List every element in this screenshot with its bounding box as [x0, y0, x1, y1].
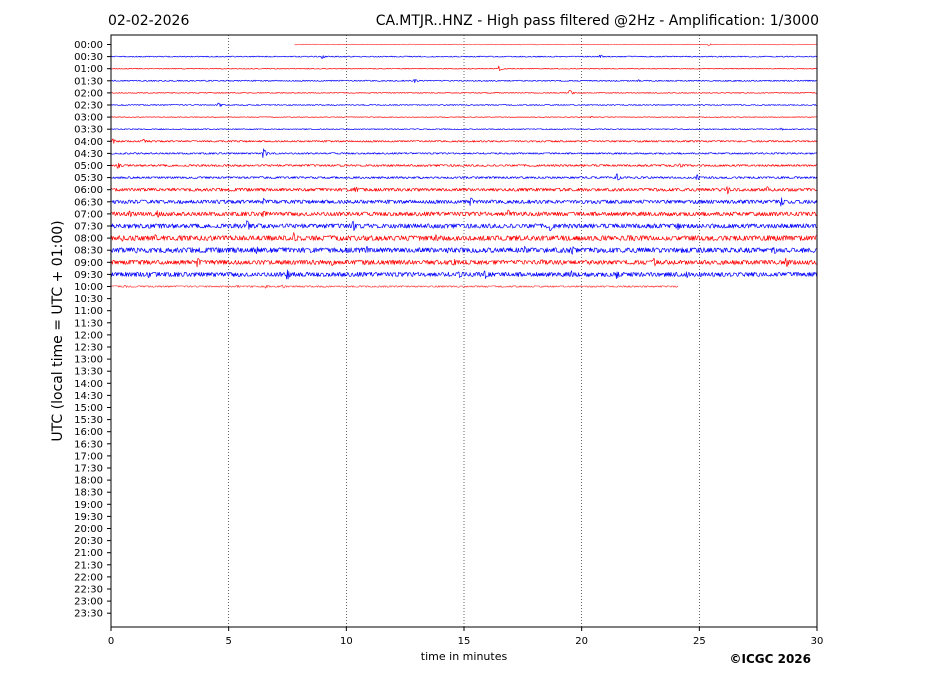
x-tick-label: 20 [575, 636, 588, 647]
y-tick-label: 03:30 [74, 125, 103, 136]
y-tick-label: 02:00 [74, 88, 103, 99]
y-tick-label: 23:30 [74, 609, 103, 620]
y-tick-label: 08:30 [74, 246, 103, 257]
y-tick-label: 20:00 [74, 524, 103, 535]
trace-0800 [110, 232, 817, 242]
trace-0200 [110, 90, 817, 95]
trace-0300 [110, 116, 817, 119]
trace-0930 [110, 269, 817, 280]
y-tick-label: 12:30 [74, 343, 103, 354]
trace-0030 [110, 54, 817, 59]
trace-0330 [110, 127, 817, 131]
y-tick-label: 21:30 [74, 560, 103, 571]
y-tick-label: 16:30 [74, 439, 103, 450]
y-tick-label: 06:00 [74, 185, 103, 196]
y-tick-label: 07:30 [74, 222, 103, 233]
y-tick-label: 09:30 [74, 270, 103, 281]
y-tick-label: 19:30 [74, 512, 103, 523]
y-tick-label: 13:00 [74, 355, 103, 366]
y-tick-label: 15:30 [74, 415, 103, 426]
y-tick-label: 18:00 [74, 476, 103, 487]
y-tick-label: 20:30 [74, 536, 103, 547]
trace-0830 [110, 245, 817, 255]
trace-0000 [294, 43, 817, 47]
trace-0100 [110, 65, 817, 71]
y-tick-label: 21:00 [74, 548, 103, 559]
y-tick-label: 11:30 [74, 318, 103, 329]
x-axis-label: time in minutes [421, 650, 508, 663]
chart-date: 02-02-2026 [108, 13, 189, 29]
y-tick-label: 22:30 [74, 585, 103, 596]
x-tick-label: 15 [458, 636, 471, 647]
y-tick-label: 14:00 [74, 379, 103, 390]
y-tick-label: 03:00 [74, 113, 103, 124]
trace-0630 [110, 197, 817, 207]
y-tick-label: 05:00 [74, 161, 103, 172]
y-tick-label: 15:00 [74, 403, 103, 414]
y-tick-label: 17:30 [74, 464, 103, 475]
y-tick-label: 23:00 [74, 597, 103, 608]
x-tick-label: 0 [108, 636, 114, 647]
y-tick-label: 11:00 [74, 306, 103, 317]
chart-title: CA.MTJR..HNZ - High pass filtered @2Hz -… [376, 13, 819, 29]
trace-0700 [110, 209, 817, 218]
y-tick-label: 01:00 [74, 64, 103, 75]
y-tick-label: 04:00 [74, 137, 103, 148]
trace-0900 [110, 257, 817, 268]
y-tick-label: 05:30 [74, 173, 103, 184]
trace-0430 [110, 148, 817, 159]
seismic-traces [110, 43, 817, 289]
y-tick-label: 16:00 [74, 427, 103, 438]
x-tick-label: 5 [225, 636, 231, 647]
x-axis-ticks: 0 5 10 15 20 25 30 [108, 627, 824, 647]
y-tick-label: 04:30 [74, 149, 103, 160]
trace-0130 [110, 78, 817, 84]
x-tick-label: 30 [811, 636, 824, 647]
y-tick-label: 13:30 [74, 367, 103, 378]
y-tick-label: 06:30 [74, 197, 103, 208]
y-tick-label: 22:00 [74, 572, 103, 583]
y-tick-label: 10:30 [74, 294, 103, 305]
trace-0400 [110, 138, 817, 144]
y-tick-label: 19:00 [74, 500, 103, 511]
trace-1000 [110, 284, 679, 289]
trace-0600 [110, 186, 817, 195]
y-tick-label: 00:30 [74, 52, 103, 63]
y-tick-label: 00:00 [74, 40, 103, 51]
y-tick-label: 08:00 [74, 234, 103, 245]
y-tick-label: 07:00 [74, 209, 103, 220]
y-tick-label: 12:00 [74, 330, 103, 341]
trace-0230 [110, 102, 817, 107]
y-tick-label: 09:00 [74, 258, 103, 269]
x-tick-label: 25 [693, 636, 706, 647]
trace-0500 [110, 162, 817, 169]
trace-0730 [110, 220, 817, 232]
trace-0530 [110, 173, 817, 181]
y-tick-label: 18:30 [74, 488, 103, 499]
y-tick-label: 01:30 [74, 76, 103, 87]
y-tick-label: 02:30 [74, 101, 103, 112]
y-tick-label: 14:30 [74, 391, 103, 402]
y-tick-label: 17:00 [74, 451, 103, 462]
copyright-label: ©ICGC 2026 [729, 652, 811, 666]
y-axis-label: UTC (local time = UTC + 01:00) [50, 220, 66, 441]
y-tick-label: 10:00 [74, 282, 103, 293]
x-tick-label: 10 [340, 636, 353, 647]
